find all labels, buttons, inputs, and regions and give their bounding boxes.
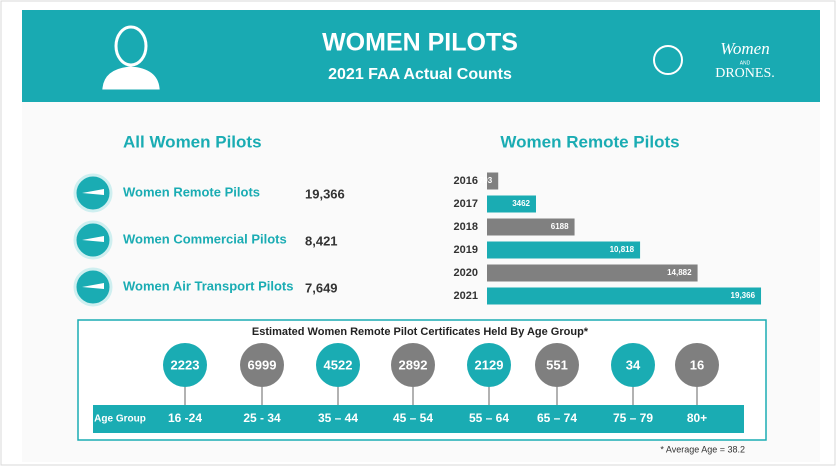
age-range: 25 - 34 bbox=[243, 411, 281, 425]
logo-and: AND bbox=[740, 60, 751, 66]
chart-title: Women Remote Pilots bbox=[500, 132, 679, 151]
age-count: 2892 bbox=[399, 357, 428, 372]
value-label: 19,366 bbox=[731, 291, 756, 300]
value-label: 14,882 bbox=[667, 268, 692, 277]
age-range: 35 – 44 bbox=[318, 411, 358, 425]
item-value: 8,421 bbox=[305, 233, 338, 248]
age-range: 80+ bbox=[687, 411, 707, 425]
item-glyph bbox=[82, 283, 104, 289]
age-circle bbox=[611, 343, 655, 387]
age-count: 2223 bbox=[171, 357, 200, 372]
age-range: 55 – 64 bbox=[469, 411, 509, 425]
age-circle bbox=[675, 343, 719, 387]
age-circle bbox=[163, 343, 207, 387]
item-label: Women Remote Pilots bbox=[123, 184, 260, 199]
age-title: Estimated Women Remote Pilot Certificate… bbox=[252, 326, 589, 338]
y-tick-label: 2019 bbox=[454, 244, 478, 256]
logo: Women AND DRONES. bbox=[653, 39, 775, 81]
section-title: All Women Pilots bbox=[123, 132, 262, 151]
age-count: 2129 bbox=[475, 357, 504, 372]
item-value: 19,366 bbox=[305, 186, 345, 201]
subtitle: 2021 FAA Actual Counts bbox=[328, 66, 512, 83]
bar bbox=[487, 241, 641, 259]
bar bbox=[487, 287, 762, 305]
age-count: 16 bbox=[690, 357, 704, 372]
age-row-label: Age Group bbox=[94, 414, 146, 425]
age-range: 16 -24 bbox=[168, 411, 202, 425]
y-tick-label: 2016 bbox=[454, 175, 478, 187]
y-tick-label: 2017 bbox=[454, 198, 478, 210]
logo-bottom: DRONES. bbox=[715, 66, 775, 81]
title: WOMEN PILOTS bbox=[322, 29, 518, 57]
y-tick-label: 2021 bbox=[454, 290, 478, 302]
age-count: 6999 bbox=[248, 357, 277, 372]
y-tick-label: 2018 bbox=[454, 221, 478, 233]
age-circle bbox=[391, 343, 435, 387]
age-count: 34 bbox=[626, 357, 641, 372]
item-value: 7,649 bbox=[305, 280, 338, 295]
age-band bbox=[93, 405, 744, 433]
age-range: 65 – 74 bbox=[537, 411, 577, 425]
y-tick-label: 2020 bbox=[454, 267, 478, 279]
age-count: 551 bbox=[546, 357, 568, 372]
value-label: 3462 bbox=[512, 199, 530, 208]
item-label: Women Air Transport Pilots bbox=[123, 278, 293, 293]
age-circle bbox=[467, 343, 511, 387]
item-glyph bbox=[82, 189, 104, 195]
person-icon bbox=[102, 25, 160, 90]
bar bbox=[487, 172, 499, 190]
value-label: 793 bbox=[479, 176, 493, 185]
item-label: Women Commercial Pilots bbox=[123, 231, 287, 246]
age-count: 4522 bbox=[324, 357, 353, 372]
age-circle bbox=[535, 343, 579, 387]
value-label: 6188 bbox=[551, 222, 569, 231]
item-glyph bbox=[82, 236, 104, 242]
note: * Average Age = 38.2 bbox=[660, 444, 745, 454]
logo-top: Women bbox=[720, 39, 769, 58]
age-range: 75 – 79 bbox=[613, 411, 653, 425]
age-range: 45 – 54 bbox=[393, 411, 433, 425]
bar bbox=[487, 195, 536, 213]
age-circle bbox=[316, 343, 360, 387]
value-label: 10,818 bbox=[610, 245, 635, 254]
bar bbox=[487, 264, 698, 282]
bar bbox=[487, 218, 575, 236]
age-circle bbox=[240, 343, 284, 387]
